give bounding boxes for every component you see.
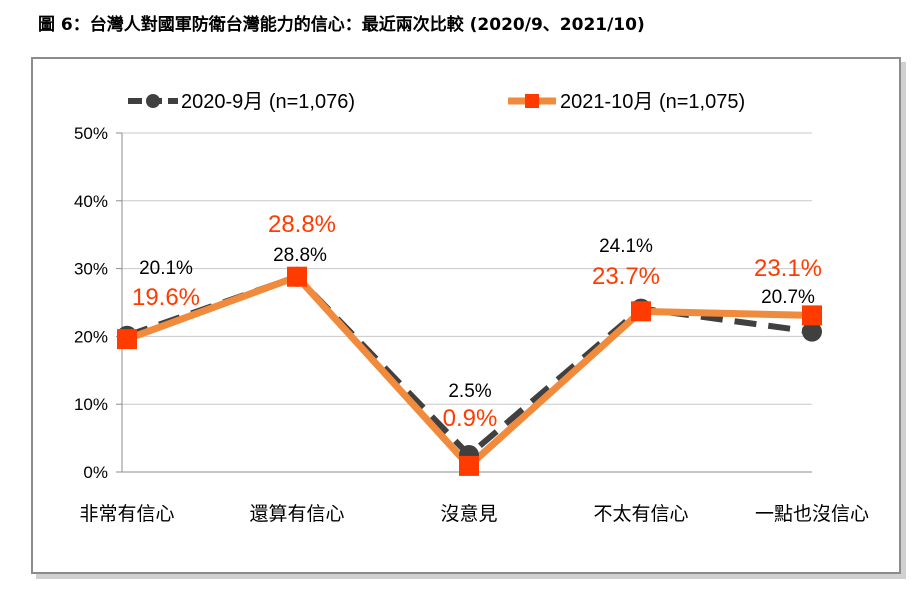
x-tick-label: 不太有信心 (593, 503, 688, 525)
data-label-2020: 24.1% (599, 236, 653, 257)
figure-title: 圖 6：台灣人對國軍防衛台灣能力的信心：最近兩次比較 (2020/9、2021/… (38, 15, 645, 35)
data-label-2021: 23.7% (592, 263, 660, 290)
data-labels: 20.1% 28.8% 2.5% 24.1% 20.7% 19.6% 28.8% 0.9% 23… (132, 211, 822, 432)
series-line-2021 (125, 273, 813, 470)
data-label-2021: 23.1% (754, 255, 822, 282)
y-tick-label: 20% (74, 327, 108, 346)
data-point-2021 (459, 455, 479, 476)
x-tick-label: 沒意見 (440, 503, 497, 525)
data-point-2021 (287, 266, 307, 287)
y-tick-label: 10% (74, 395, 108, 414)
data-point-2020 (802, 321, 822, 342)
y-axis-ticks: 0% 10% 20% 30% 40% 50% (74, 124, 108, 482)
data-label-2021: 19.6% (132, 284, 200, 311)
data-label-2021: 0.9% (443, 405, 498, 432)
legend-marker-2020 (146, 94, 160, 108)
legend-label-2020: 2020-9月 (n=1,076) (181, 91, 355, 113)
data-point-2021 (117, 329, 137, 350)
data-label-2021: 28.8% (268, 211, 336, 238)
x-tick-label: 還算有信心 (249, 503, 344, 525)
y-tick-label: 50% (74, 124, 108, 143)
legend: 2020-9月 (n=1,076) 2021-10月 (n=1,075) (128, 91, 745, 113)
y-tick-label: 30% (74, 260, 108, 279)
legend-label-2021: 2021-10月 (n=1,075) (560, 91, 745, 113)
y-tick-label: 40% (74, 192, 108, 211)
x-axis-ticks: 非常有信心 還算有信心 沒意見 不太有信心 一點也沒信心 (79, 503, 869, 525)
x-tick-label: 一點也沒信心 (755, 503, 869, 525)
data-label-2020: 2.5% (448, 381, 491, 402)
y-tick-label: 0% (83, 463, 108, 482)
x-tick-label: 非常有信心 (79, 503, 174, 525)
series (125, 273, 813, 470)
data-label-2020: 28.8% (273, 245, 327, 266)
data-label-2020: 20.1% (139, 258, 193, 279)
legend-marker-2021 (525, 94, 539, 108)
data-point-2021 (631, 301, 651, 322)
gridlines (116, 132, 812, 473)
data-label-2020: 20.7% (761, 287, 815, 308)
markers (117, 266, 822, 476)
data-point-2021 (802, 305, 822, 326)
